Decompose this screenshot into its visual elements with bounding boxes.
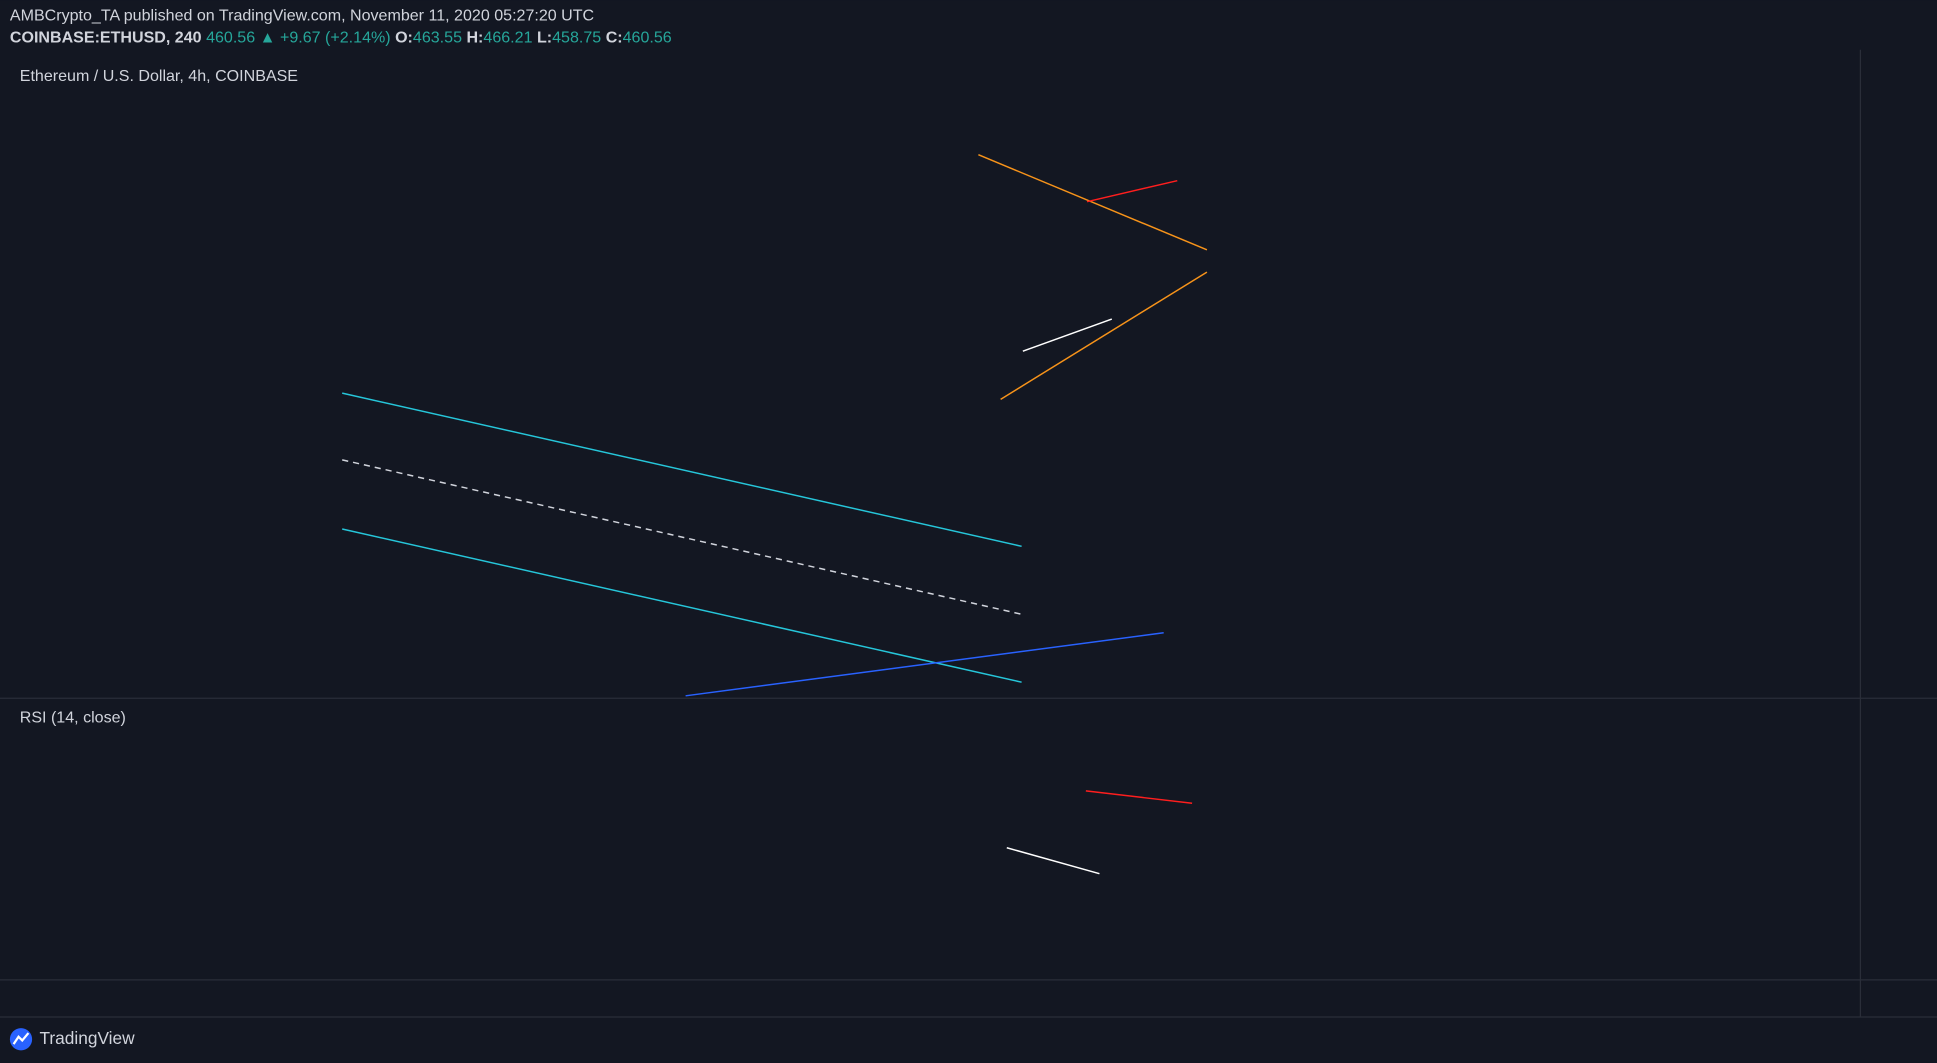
support-line xyxy=(685,632,1164,697)
price-divergence xyxy=(1086,179,1178,203)
brand-logo: TradingView xyxy=(9,1028,136,1051)
rsi-low-line xyxy=(1006,847,1100,875)
logo-mark xyxy=(12,1032,30,1045)
ohlc-value: 466.21 xyxy=(483,29,532,47)
symbol-line: COINBASE:ETHUSD, 240 460.56 ▲ +9.67 (+2.… xyxy=(10,29,672,47)
ohlc-label: C: xyxy=(606,29,623,47)
rsi-divergence xyxy=(1085,790,1193,805)
symbol: COINBASE:ETHUSD, 240 xyxy=(10,29,202,47)
triangle-lower xyxy=(1000,271,1208,400)
ohlc-label: H: xyxy=(466,29,483,47)
channel-upper xyxy=(342,392,1022,548)
ohlc-label: L: xyxy=(537,29,552,47)
change-arrow: ▲ xyxy=(260,29,276,47)
channel-lower xyxy=(342,528,1022,683)
pane-title: RSI (14, close) xyxy=(20,708,126,726)
price-low-line xyxy=(1022,318,1113,352)
channel-mid xyxy=(342,459,1022,615)
last-price: 460.56 xyxy=(206,29,255,47)
drawings xyxy=(342,154,1208,875)
change: +9.67 (+2.14%) xyxy=(280,29,391,47)
pane-title: Ethereum / U.S. Dollar, 4h, COINBASE xyxy=(20,67,299,85)
ohlc-value: 458.75 xyxy=(552,29,601,47)
ohlc-value: 460.56 xyxy=(623,29,672,47)
triangle-upper xyxy=(978,154,1208,251)
brand: TradingView xyxy=(40,1028,136,1048)
ohlc-label: O: xyxy=(395,29,413,47)
publisher: AMBCrypto_TA published on TradingView.co… xyxy=(10,7,594,25)
ohlc-value: 463.55 xyxy=(413,29,462,47)
